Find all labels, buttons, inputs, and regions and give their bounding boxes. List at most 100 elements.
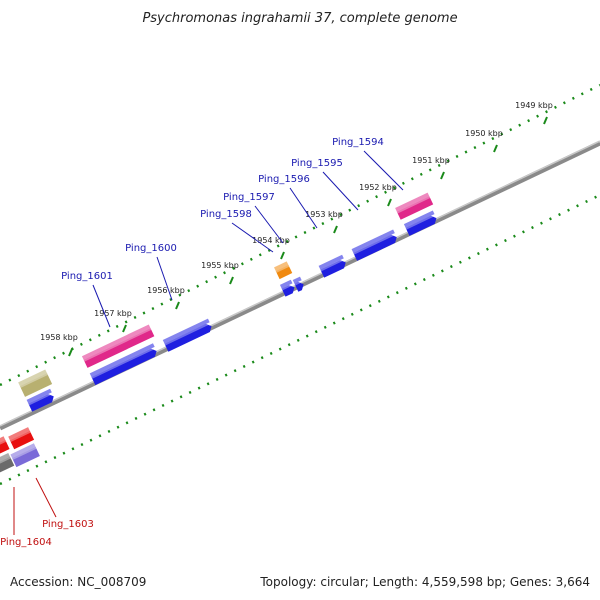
gene-blue-d-body — [294, 281, 304, 292]
label-leader — [363, 150, 404, 191]
gene-olive-top — [18, 369, 47, 387]
gene-ping-1601 — [81, 324, 155, 368]
gene-blue-b-top — [351, 229, 395, 253]
gene-label-ping_1597: Ping_1597 — [223, 192, 275, 203]
gene-ping-1603 — [8, 427, 35, 450]
gene-ping-1604-top — [0, 436, 6, 446]
gene-blue-c — [318, 254, 346, 278]
gene-ping-1594-top — [395, 192, 430, 212]
gene-label-ping_1604: Ping_1604 — [0, 537, 52, 548]
gene-ping-1604-shine — [0, 439, 7, 447]
major-tick — [440, 171, 445, 180]
gene-ping-1597-shine — [275, 264, 290, 273]
gene-blue-c-shine — [320, 258, 345, 272]
gene-blue-a — [403, 210, 437, 236]
gene-ping-1604 — [0, 436, 10, 455]
gene-purple-top — [10, 443, 36, 459]
gene-blue-g-top — [89, 343, 155, 377]
gene-blue-a-top — [403, 210, 435, 228]
gene-ping-1604-body — [0, 439, 10, 455]
label-leader — [322, 171, 359, 211]
gene-ping-1597-top — [274, 261, 289, 271]
gene-blue-f — [162, 318, 212, 352]
gene-blue-f-shine — [164, 322, 211, 346]
gene-blue-c-top — [318, 254, 344, 270]
gene-purple — [10, 443, 40, 468]
gene-features — [0, 192, 437, 474]
gene-blue-d-shine — [294, 280, 303, 286]
gene-grey — [0, 453, 15, 474]
gene-ping-1601-top — [81, 324, 151, 360]
gene-blue-b-body — [353, 234, 397, 261]
gene-ping-1594-shine — [396, 196, 431, 214]
tick-label: 1955 kbp — [201, 261, 239, 270]
gene-blue-e — [279, 279, 295, 297]
gene-grey-top — [0, 453, 10, 465]
gene-grey-shine — [0, 456, 11, 467]
gene-grey-body — [0, 456, 15, 474]
tick-label: 1958 kbp — [40, 333, 78, 342]
gene-blue-f-top — [162, 318, 210, 344]
gene-blue-e-shine — [281, 283, 294, 291]
gene-blue-d — [292, 276, 304, 292]
gene-blue-h-body — [28, 394, 54, 412]
gene-blue-d-top — [292, 276, 302, 284]
major-tick — [280, 251, 285, 260]
tick-label: 1957 kbp — [94, 309, 132, 318]
label-leader — [289, 187, 318, 229]
gene-blue-f-body — [164, 323, 212, 352]
gene-blue-a-body — [405, 215, 437, 236]
gene-olive-body — [19, 373, 53, 397]
gene-ping-1603-top — [8, 427, 30, 441]
gene-blue-e-body — [281, 285, 295, 297]
gene-blue-e-top — [279, 279, 293, 289]
gene-blue-h — [26, 388, 54, 412]
gene-label-ping_1601: Ping_1601 — [61, 271, 113, 282]
major-tick — [122, 324, 127, 333]
gene-blue-h-shine — [28, 392, 53, 406]
gene-label-ping_1598: Ping_1598 — [200, 209, 252, 220]
gene-blue-h-top — [26, 388, 52, 404]
tick-label: 1956 kbp — [147, 286, 185, 295]
gene-ping-1601-shine — [83, 328, 152, 362]
tick-label: 1952 kbp — [359, 183, 397, 192]
gene-olive — [18, 369, 53, 397]
major-tick — [229, 276, 234, 285]
tick-labels: 1949 kbp 1950 kbp 1951 kbp 1952 kbp 1953 kbp… — [40, 101, 553, 357]
gene-ping-1597 — [274, 261, 293, 280]
major-tick — [175, 301, 180, 310]
gene-ping-1597-body — [275, 264, 293, 280]
major-tick — [387, 198, 392, 207]
gene-blue-c-body — [320, 260, 346, 278]
label-leader — [156, 256, 173, 301]
gene-label-ping_1603: Ping_1603 — [42, 519, 94, 530]
gene-blue-a-shine — [405, 214, 436, 230]
gene-ping-1594-body — [396, 196, 434, 220]
gene-blue-g-body — [91, 348, 157, 386]
gene-purple-body — [12, 446, 40, 468]
tick-label: 1951 kbp — [412, 156, 450, 165]
gene-olive-shine — [19, 373, 48, 388]
major-tick — [333, 225, 338, 234]
gene-label-ping_1595: Ping_1595 — [291, 158, 343, 169]
gene-ping-1603-shine — [9, 430, 31, 443]
gene-blue-g-shine — [91, 346, 156, 379]
inner-tick-ring — [0, 193, 600, 486]
label-leader — [35, 477, 57, 518]
gene-label-ping_1600: Ping_1600 — [125, 243, 177, 254]
tick-label: 1953 kbp — [305, 210, 343, 219]
gene-ping-1594 — [395, 192, 434, 220]
map-title: Psychromonas ingrahamii 37, complete gen… — [142, 11, 457, 26]
gene-label-ping_1596: Ping_1596 — [258, 174, 310, 185]
gene-purple-shine — [12, 446, 37, 460]
gene-blue-b-shine — [353, 233, 396, 255]
gene-blue-b — [351, 229, 397, 261]
major-tick — [543, 116, 548, 125]
gene-label-ping_1594: Ping_1594 — [332, 137, 384, 148]
gene-ping-1601-body — [83, 328, 155, 368]
major-tick — [68, 348, 73, 357]
outer-tick-ring — [0, 83, 600, 387]
tick-label: 1950 kbp — [465, 129, 503, 138]
gene-ping-1603-body — [9, 430, 35, 450]
